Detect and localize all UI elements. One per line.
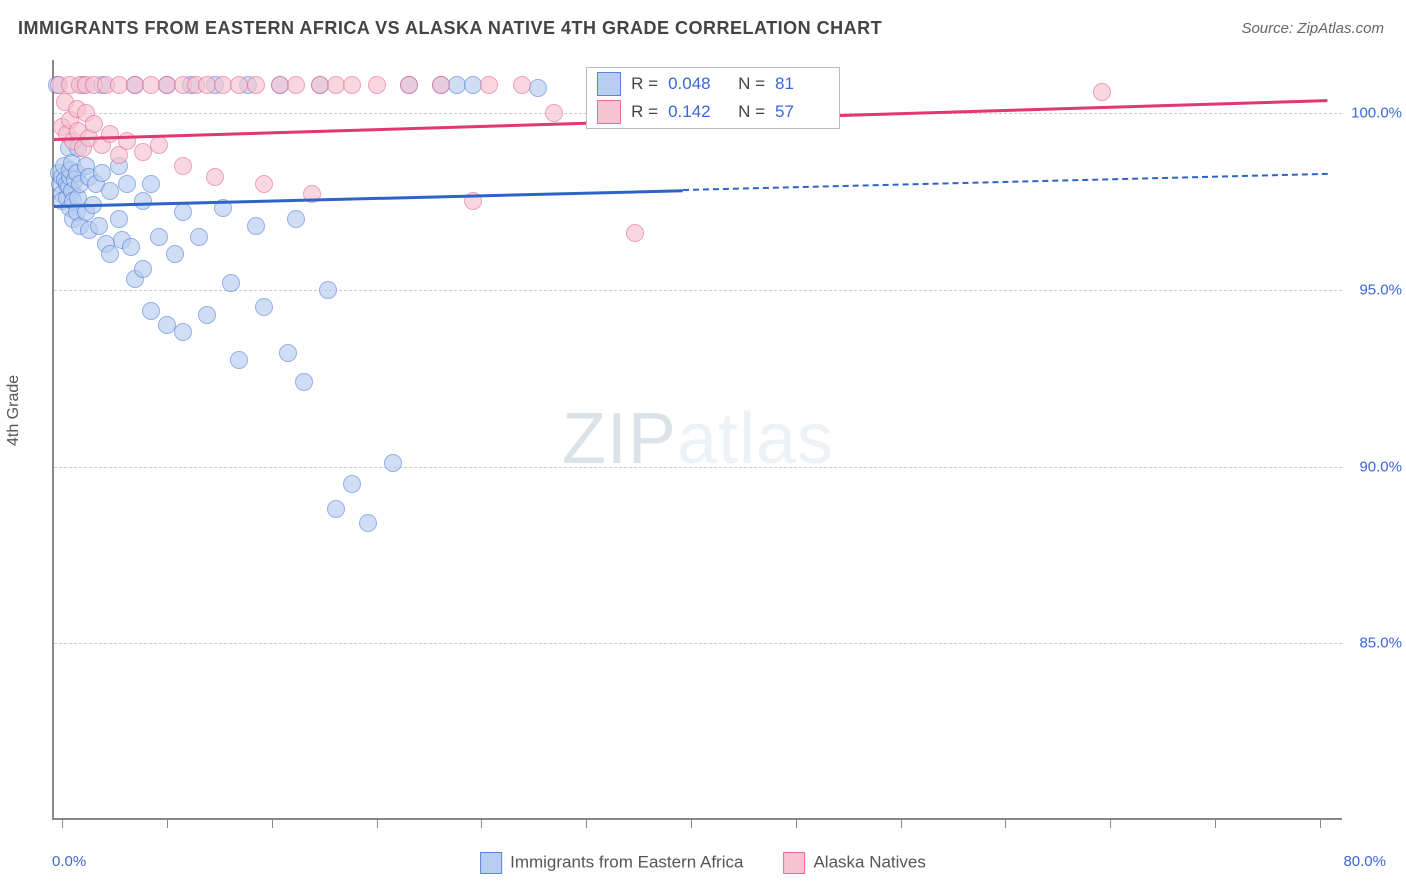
scatter-point bbox=[122, 238, 140, 256]
correlation-stats-box: R = 0.048N = 81R = 0.142N = 57 bbox=[586, 67, 840, 129]
scatter-point bbox=[255, 175, 273, 193]
x-tick bbox=[1215, 818, 1216, 828]
scatter-point bbox=[545, 104, 563, 122]
watermark-text: ZIPatlas bbox=[562, 398, 834, 480]
y-tick-label: 100.0% bbox=[1351, 105, 1402, 122]
legend-swatch-icon bbox=[783, 852, 805, 874]
scatter-point bbox=[142, 302, 160, 320]
x-tick bbox=[1005, 818, 1006, 828]
scatter-point bbox=[166, 245, 184, 263]
scatter-point bbox=[368, 76, 386, 94]
scatter-point bbox=[174, 323, 192, 341]
x-tick bbox=[272, 818, 273, 828]
x-tick bbox=[481, 818, 482, 828]
y-axis-label: 4th Grade bbox=[5, 375, 23, 446]
scatter-point bbox=[90, 217, 108, 235]
scatter-point bbox=[190, 228, 208, 246]
scatter-point bbox=[174, 157, 192, 175]
x-tick bbox=[586, 818, 587, 828]
scatter-point bbox=[222, 274, 240, 292]
scatter-point bbox=[198, 306, 216, 324]
scatter-point bbox=[400, 76, 418, 94]
scatter-point bbox=[142, 175, 160, 193]
gridline-h bbox=[54, 290, 1342, 291]
scatter-point bbox=[174, 203, 192, 221]
scatter-point bbox=[529, 79, 547, 97]
legend-item: Alaska Natives bbox=[783, 852, 925, 874]
scatter-point bbox=[626, 224, 644, 242]
x-tick bbox=[1320, 818, 1321, 828]
scatter-point bbox=[384, 454, 402, 472]
scatter-point bbox=[150, 228, 168, 246]
stats-row: R = 0.142N = 57 bbox=[587, 98, 839, 126]
scatter-point bbox=[359, 514, 377, 532]
chart-title: IMMIGRANTS FROM EASTERN AFRICA VS ALASKA… bbox=[18, 18, 882, 39]
scatter-point bbox=[319, 281, 337, 299]
scatter-point bbox=[1093, 83, 1111, 101]
scatter-point bbox=[480, 76, 498, 94]
scatter-point bbox=[110, 210, 128, 228]
scatter-point bbox=[513, 76, 531, 94]
y-tick-label: 90.0% bbox=[1359, 458, 1402, 475]
x-tick bbox=[1110, 818, 1111, 828]
scatter-point bbox=[287, 210, 305, 228]
scatter-point bbox=[85, 115, 103, 133]
source-attribution: Source: ZipAtlas.com bbox=[1241, 20, 1384, 37]
gridline-h bbox=[54, 467, 1342, 468]
scatter-point bbox=[230, 351, 248, 369]
x-tick bbox=[167, 818, 168, 828]
scatter-point bbox=[327, 500, 345, 518]
scatter-point bbox=[247, 76, 265, 94]
scatter-point bbox=[134, 260, 152, 278]
scatter-point bbox=[432, 76, 450, 94]
scatter-point bbox=[134, 192, 152, 210]
x-tick bbox=[691, 818, 692, 828]
plot-area: ZIPatlas 85.0%90.0%95.0%100.0%R = 0.048N… bbox=[52, 60, 1342, 820]
legend-bottom: Immigrants from Eastern Africa Alaska Nat… bbox=[480, 852, 926, 874]
scatter-point bbox=[287, 76, 305, 94]
x-axis-max-label: 80.0% bbox=[1343, 853, 1386, 870]
scatter-point bbox=[343, 475, 361, 493]
trend-line bbox=[683, 173, 1328, 191]
scatter-point bbox=[279, 344, 297, 362]
scatter-point bbox=[255, 298, 273, 316]
scatter-point bbox=[206, 168, 224, 186]
legend-swatch-icon bbox=[480, 852, 502, 874]
x-tick bbox=[796, 818, 797, 828]
x-tick bbox=[377, 818, 378, 828]
legend-swatch-icon bbox=[597, 100, 621, 124]
scatter-point bbox=[150, 136, 168, 154]
gridline-h bbox=[54, 643, 1342, 644]
x-tick bbox=[62, 818, 63, 828]
x-axis-min-label: 0.0% bbox=[52, 853, 86, 870]
y-tick-label: 85.0% bbox=[1359, 635, 1402, 652]
y-tick-label: 95.0% bbox=[1359, 281, 1402, 298]
legend-item: Immigrants from Eastern Africa bbox=[480, 852, 743, 874]
scatter-point bbox=[343, 76, 361, 94]
scatter-point bbox=[118, 175, 136, 193]
scatter-point bbox=[247, 217, 265, 235]
stats-row: R = 0.048N = 81 bbox=[587, 70, 839, 98]
legend-swatch-icon bbox=[597, 72, 621, 96]
x-tick bbox=[901, 818, 902, 828]
scatter-point bbox=[295, 373, 313, 391]
